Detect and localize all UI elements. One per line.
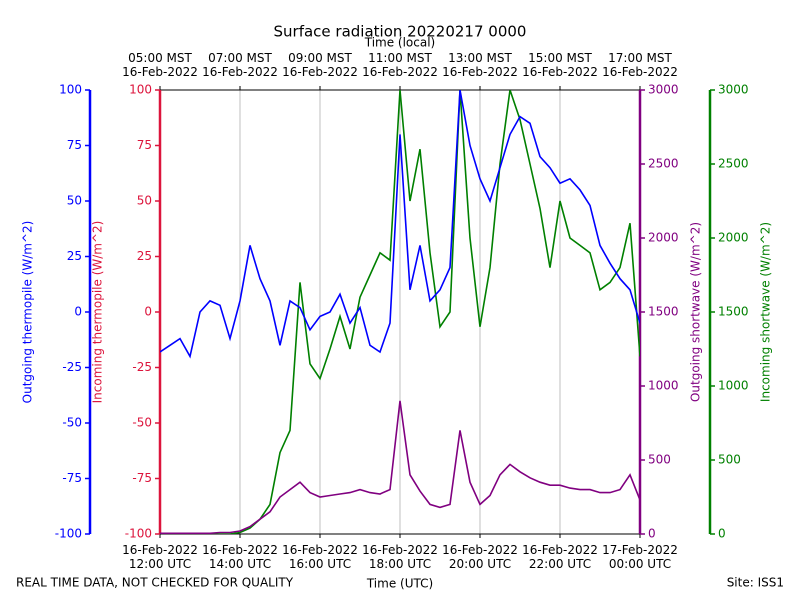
y-tick-label: 0 [718,527,726,541]
y-tick-label: -75 [62,471,82,485]
y-tick-label: 2500 [718,157,749,171]
footer-site: Site: ISS1 [727,576,784,590]
y-tick-label: -25 [62,360,82,374]
series-line [160,90,640,359]
y-tick-label: 1000 [648,379,679,393]
y-tick-label: 3000 [648,83,679,97]
x2-tick-label: 11:00 MST 16-Feb-2022 [362,51,438,79]
y-axis-label: Incoming thermopile (W/m^2) [91,221,105,404]
x-tick-label: 16-Feb-2022 14:00 UTC [202,543,278,571]
series-line [160,400,640,534]
y-tick-label: 50 [137,194,152,208]
x-tick-label: 16-Feb-2022 18:00 UTC [362,543,438,571]
x2-tick-label: 13:00 MST 16-Feb-2022 [442,51,518,79]
y-tick-label: 500 [648,453,671,467]
y-tick-label: 1500 [718,305,749,319]
x-tick-label: 16-Feb-2022 22:00 UTC [522,543,598,571]
y-tick-label: 2000 [648,231,679,245]
y-axis-label: Incoming shortwave (W/m^2) [759,222,773,402]
y-tick-label: -50 [62,416,82,430]
x2-tick-label: 15:00 MST 16-Feb-2022 [522,51,598,79]
y-tick-label: -100 [125,527,152,541]
y-tick-label: -25 [132,360,152,374]
y-tick-label: 1000 [718,379,749,393]
x-tick-label: 16-Feb-2022 20:00 UTC [442,543,518,571]
y-tick-label: 3000 [718,83,749,97]
x2-tick-label: 17:00 MST 16-Feb-2022 [602,51,678,79]
y-tick-label: 2000 [718,231,749,245]
x-tick-label: 16-Feb-2022 12:00 UTC [122,543,198,571]
chart-title: Surface radiation 20220217 0000 [274,23,527,41]
x2-tick-label: 05:00 MST 16-Feb-2022 [122,51,198,79]
y-tick-label: 0 [648,527,656,541]
y-tick-label: 25 [67,249,82,263]
y-tick-label: -50 [132,416,152,430]
x2-axis-label: Time (local) [364,36,436,50]
y-tick-label: 75 [137,138,152,152]
y-tick-label: 500 [718,453,741,467]
y-tick-label: 100 [129,83,152,97]
y-tick-label: 2500 [648,157,679,171]
x2-tick-label: 09:00 MST 16-Feb-2022 [282,51,358,79]
y-tick-label: 100 [59,83,82,97]
x2-tick-label: 07:00 MST 16-Feb-2022 [202,51,278,79]
y-tick-label: -100 [55,527,82,541]
y-tick-label: -75 [132,471,152,485]
x-axis-label: Time (UTC) [366,577,433,591]
y-axis-label: Outgoing shortwave (W/m^2) [689,222,703,402]
series-line [160,90,640,534]
y-tick-label: 0 [74,305,82,319]
x-tick-label: 17-Feb-2022 00:00 UTC [602,543,678,571]
y-tick-label: 0 [144,305,152,319]
y-tick-label: 25 [137,249,152,263]
y-tick-label: 1500 [648,305,679,319]
y-tick-label: 50 [67,194,82,208]
footer-note: REAL TIME DATA, NOT CHECKED FOR QUALITY [16,576,294,590]
y-axis-label: Outgoing thermopile (W/m^2) [21,221,35,404]
y-tick-label: 75 [67,138,82,152]
x-tick-label: 16-Feb-2022 16:00 UTC [282,543,358,571]
